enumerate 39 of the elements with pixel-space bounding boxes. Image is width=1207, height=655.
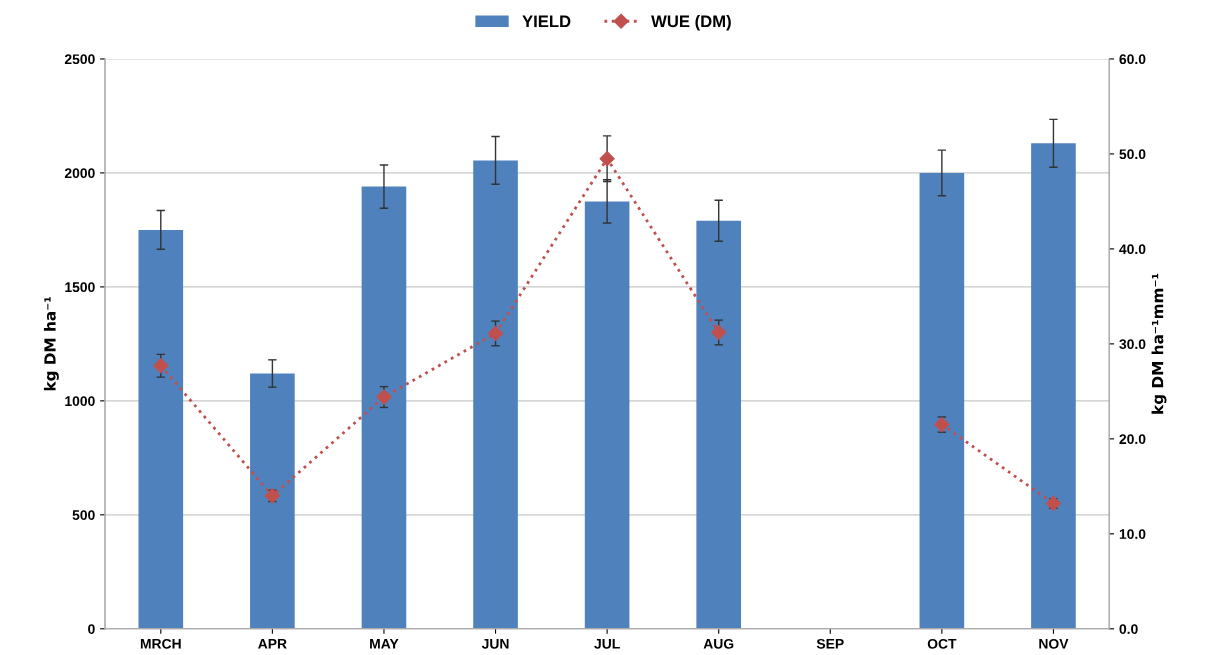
legend-label: YIELD	[522, 15, 571, 28]
bar	[919, 172, 965, 629]
bar	[473, 160, 518, 629]
x-tick-label: OCT	[927, 638, 957, 649]
y2-tick-label: 30.0	[1119, 339, 1146, 350]
x-tick-label: JUL	[594, 639, 620, 649]
y-axis-title: kg DM ha⁻¹	[43, 296, 59, 391]
y-tick-label: 1000	[65, 396, 95, 407]
point	[487, 325, 504, 341]
y-tick-label: 2000	[64, 168, 95, 179]
x-tick-label: APR	[258, 639, 287, 649]
y2-tick-label: 40.0	[1119, 244, 1146, 255]
x-tick-label: MAY	[370, 639, 399, 649]
x-tick-label: NOV	[1039, 638, 1069, 649]
point	[153, 358, 169, 374]
y-tick-label: 1500	[65, 282, 95, 293]
y-tick-label: 500	[72, 510, 95, 520]
y2-axis-title: kg DM ha⁻¹mm⁻¹	[1151, 273, 1167, 414]
bar	[584, 201, 630, 629]
y-tick-label: 0	[88, 624, 95, 634]
bar	[138, 229, 184, 629]
legend-label: WUE (DM)	[651, 15, 731, 31]
y2-tick-label: 50.0	[1119, 149, 1146, 160]
x-tick-label: AUG	[703, 638, 734, 649]
y2-tick-label: 20.0	[1119, 434, 1146, 445]
point	[376, 389, 392, 405]
y2-tick-label: 60.0	[1119, 54, 1146, 65]
y2-tick-label: 10.0	[1119, 529, 1146, 539]
bar	[361, 186, 407, 629]
bar	[250, 373, 295, 629]
bar	[1031, 143, 1076, 629]
x-tick-label: SEP	[816, 638, 844, 649]
point	[599, 151, 615, 167]
x-tick-label: JUN	[481, 639, 509, 649]
y2-tick-label: 0.0	[1119, 624, 1138, 634]
point	[711, 324, 727, 341]
bar	[696, 220, 742, 629]
y-tick-label: 2500	[64, 54, 95, 65]
x-tick-label: MRCH	[140, 638, 181, 649]
